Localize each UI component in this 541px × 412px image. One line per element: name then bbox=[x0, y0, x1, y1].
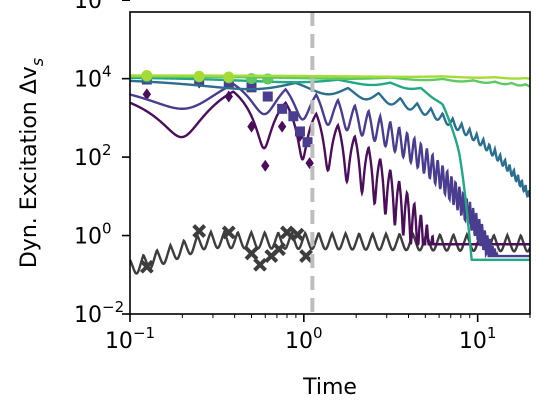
y-tick-label-exp-1: 0 bbox=[102, 220, 112, 238]
x-tick-label-base-2: 10 bbox=[459, 329, 487, 354]
series-0-marker-8 bbox=[290, 227, 305, 242]
y-tick-label-base-2: 10 bbox=[74, 146, 102, 171]
series-1-marker-2 bbox=[224, 90, 233, 103]
series-6-marker-1 bbox=[193, 70, 205, 82]
x-tick-label-0: 10−1 bbox=[105, 324, 155, 354]
series-0-marker-1 bbox=[192, 224, 207, 238]
plot-frame bbox=[129, 11, 531, 315]
x-tick-label-base-0: 10 bbox=[105, 329, 133, 354]
y-tick-label-base-4: 10 bbox=[74, 0, 102, 14]
series-2-marker-6 bbox=[288, 111, 299, 122]
series-2-marker-3 bbox=[246, 82, 257, 93]
x-tick-label-exp-0: −1 bbox=[133, 324, 155, 342]
x-tick-label-1: 100 bbox=[285, 324, 323, 354]
y-tick-label-3: 104 bbox=[74, 63, 112, 93]
series-0-marker-0 bbox=[139, 259, 154, 274]
series-0-marker-7 bbox=[280, 225, 294, 240]
series-6-marker-2 bbox=[223, 71, 235, 83]
series-2-marker-8 bbox=[302, 137, 313, 148]
series-0-marker-2 bbox=[221, 225, 236, 240]
x-tick-label-exp-2: 1 bbox=[487, 324, 497, 342]
y-tick-label-1: 100 bbox=[74, 220, 112, 250]
series-3-line bbox=[130, 79, 530, 199]
series-1-marker-0 bbox=[142, 88, 152, 101]
series-1-marker-4 bbox=[261, 159, 270, 172]
y-tick-label-exp-0: −2 bbox=[102, 298, 124, 316]
y-axis-label-subscript: s bbox=[28, 58, 47, 66]
series-1-marker-3 bbox=[247, 120, 256, 133]
series-0-marker-6 bbox=[272, 242, 286, 257]
x-axis-label: Time bbox=[302, 375, 357, 400]
y-tick-label-base-1: 10 bbox=[74, 225, 102, 250]
y-tick-label-4: 106 bbox=[74, 0, 112, 14]
y-axis-label: Dyn. Excitation Δvs bbox=[17, 58, 47, 268]
x-tick-label-2: 101 bbox=[459, 324, 497, 354]
series-0-marker-3 bbox=[244, 246, 259, 261]
y-tick-label-exp-2: 2 bbox=[102, 141, 112, 159]
series-1-line bbox=[130, 90, 530, 246]
series-2-marker-5 bbox=[277, 103, 288, 114]
y-tick-label-exp-3: 4 bbox=[102, 63, 112, 81]
series-2-marker-7 bbox=[294, 126, 305, 137]
series-0-marker-4 bbox=[253, 257, 267, 272]
y-tick-label-0: 10−2 bbox=[74, 298, 124, 328]
y-axis-label-main: Dyn. Excitation Δv bbox=[17, 66, 42, 268]
series-1-marker-5 bbox=[277, 120, 287, 133]
series-6-marker-0 bbox=[141, 70, 153, 82]
x-tick-label-exp-1: 0 bbox=[313, 324, 323, 342]
x-tick-label-base-1: 10 bbox=[285, 329, 313, 354]
y-tick-label-base-0: 10 bbox=[74, 303, 102, 328]
y-tick-label-exp-4: 6 bbox=[102, 0, 112, 2]
y-tick-label-base-3: 10 bbox=[74, 68, 102, 93]
y-tick-label-2: 102 bbox=[74, 141, 112, 171]
series-0-marker-9 bbox=[299, 249, 313, 263]
series-2-marker-4 bbox=[262, 91, 273, 102]
series-layer bbox=[130, 70, 530, 275]
series-2-line bbox=[130, 82, 530, 259]
